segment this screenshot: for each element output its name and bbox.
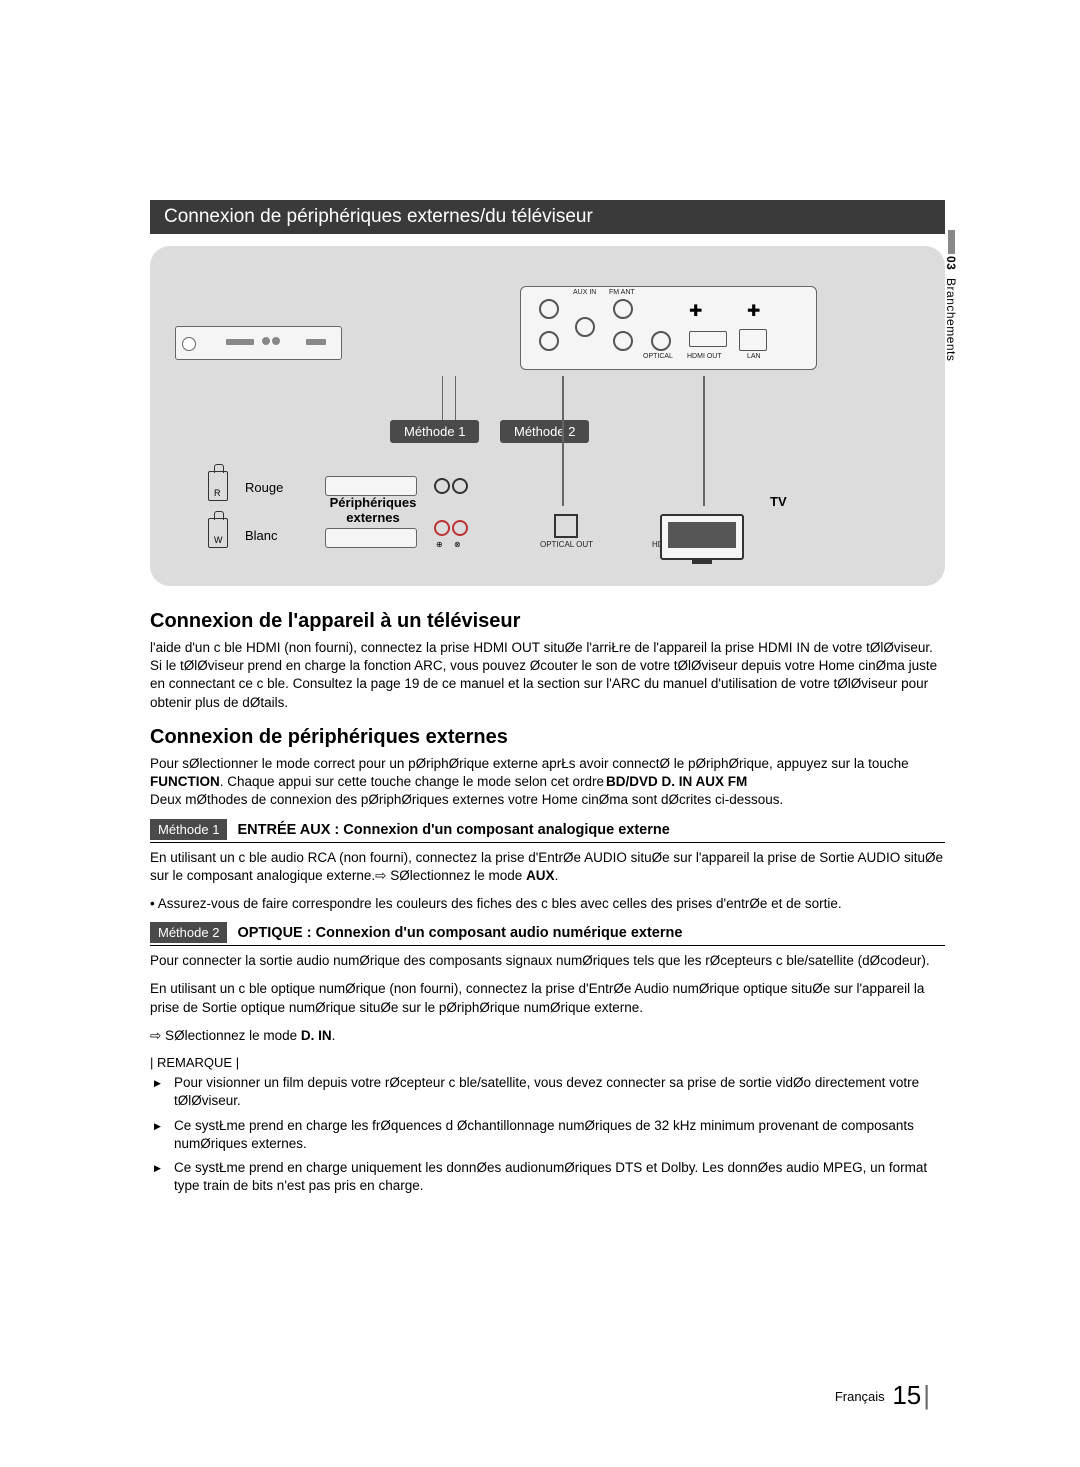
- optical-label: OPTICAL: [643, 353, 673, 360]
- method2-heading: Méthode 2 OPTIQUE : Connexion d'un compo…: [150, 925, 945, 946]
- remark-2: Ce systŁme prend en charge les frØquence…: [174, 1117, 945, 1153]
- method2-chip: Méthode 2: [500, 420, 589, 443]
- m2-mode: D. IN: [301, 1028, 332, 1043]
- remark-3: Ce systŁme prend en charge uniquement le…: [174, 1159, 945, 1195]
- aux-in-label: AUX IN: [573, 289, 596, 296]
- m1-body: En utilisant un c ble audio RCA (non fou…: [150, 849, 945, 885]
- m1-mode: AUX: [526, 868, 555, 883]
- method1-chip: Méthode 1: [390, 420, 479, 443]
- m1-bullet: • Assurez-vous de faire correspondre les…: [150, 895, 945, 913]
- external-device-1-icon: [325, 476, 417, 496]
- tv-label: TV: [770, 494, 787, 509]
- m1-bullet-text: Assurez-vous de faire correspondre les c…: [158, 896, 842, 911]
- m2-b3a: ⇨ SØlectionnez le mode: [150, 1028, 297, 1043]
- chapter-title: Branchements: [944, 278, 958, 361]
- footer-page: 15: [892, 1380, 921, 1410]
- section-header: Connexion de périphériques externes/du t…: [150, 200, 945, 234]
- method2-chip-text: Méthode 2: [150, 922, 227, 943]
- sec1-title: Connexion de l'appareil à un téléviseur: [150, 610, 945, 633]
- remark-heading: | REMARQUE |: [150, 1055, 945, 1070]
- plug-red-icon: R: [208, 471, 228, 501]
- chapter-number: 03: [944, 256, 958, 270]
- sec1-body: l'aide d'un c ble HDMI (non fourni), con…: [150, 639, 945, 712]
- plug-white-icon: W: [208, 518, 228, 548]
- mode-sequence: BD/DVD D. IN AUX FM: [606, 774, 747, 789]
- player-front-icon: [175, 326, 342, 360]
- optical-out-label: OPTICAL OUT: [540, 540, 593, 549]
- sec2-title: Connexion de périphériques externes: [150, 726, 945, 749]
- m1-b1b: SØlectionnez le mode: [386, 868, 522, 883]
- m2-body1: Pour connecter la sortie audio numØrique…: [150, 952, 945, 970]
- footer-lang: Français: [835, 1389, 885, 1404]
- periph-label: Périphériques externes: [328, 496, 418, 526]
- remarks-list: Pour visionner un film depuis votre rØce…: [150, 1074, 945, 1195]
- rouge-label: Rouge: [245, 480, 283, 495]
- page-footer: Français 15|: [835, 1380, 930, 1411]
- plug-r-letter: R: [214, 488, 221, 498]
- hdmi-out-label: HDMI OUT: [687, 353, 722, 360]
- sec2-intro: Pour sØlectionner le mode correct pour u…: [150, 755, 945, 810]
- side-tab-marker: [948, 230, 955, 254]
- sec2-i2: . Chaque appui sur cette touche change l…: [220, 774, 604, 789]
- method1-title: ENTRÉE AUX : Connexion d'un composant an…: [237, 822, 669, 838]
- connection-diagram: ✚ ✚ AUX IN FM ANT OPTICAL HDMI OUT LAN M…: [150, 246, 945, 586]
- m2-body3: ⇨ SØlectionnez le mode D. IN.: [150, 1027, 945, 1045]
- method1-heading: Méthode 1 ENTRÉE AUX : Connexion d'un co…: [150, 822, 945, 843]
- method1-chip-text: Méthode 1: [150, 819, 227, 840]
- back-panel-icon: ✚ ✚ AUX IN FM ANT OPTICAL HDMI OUT LAN: [520, 286, 817, 370]
- sec2-i3: Deux mØthodes de connexion des pØriphØri…: [150, 792, 783, 807]
- tv-icon: [660, 514, 744, 560]
- footer-bar: |: [923, 1380, 930, 1410]
- side-tab-label: 03 Branchements: [944, 256, 958, 361]
- sec2-i1: Pour sØlectionner le mode correct pour u…: [150, 756, 909, 771]
- remark-1: Pour visionner un film depuis votre rØce…: [174, 1074, 945, 1110]
- lan-label: LAN: [747, 353, 761, 360]
- plug-w-letter: W: [214, 535, 223, 545]
- m2-body2: En utilisant un c ble optique numØrique …: [150, 980, 945, 1016]
- external-device-2-icon: [325, 528, 417, 548]
- method2-title: OPTIQUE : Connexion d'un composant audio…: [237, 925, 682, 941]
- function-word: FUNCTION: [150, 774, 220, 789]
- blanc-label: Blanc: [245, 528, 278, 543]
- fm-ant-label: FM ANT: [609, 289, 635, 296]
- manual-page: 03 Branchements Connexion de périphériqu…: [0, 0, 1080, 1467]
